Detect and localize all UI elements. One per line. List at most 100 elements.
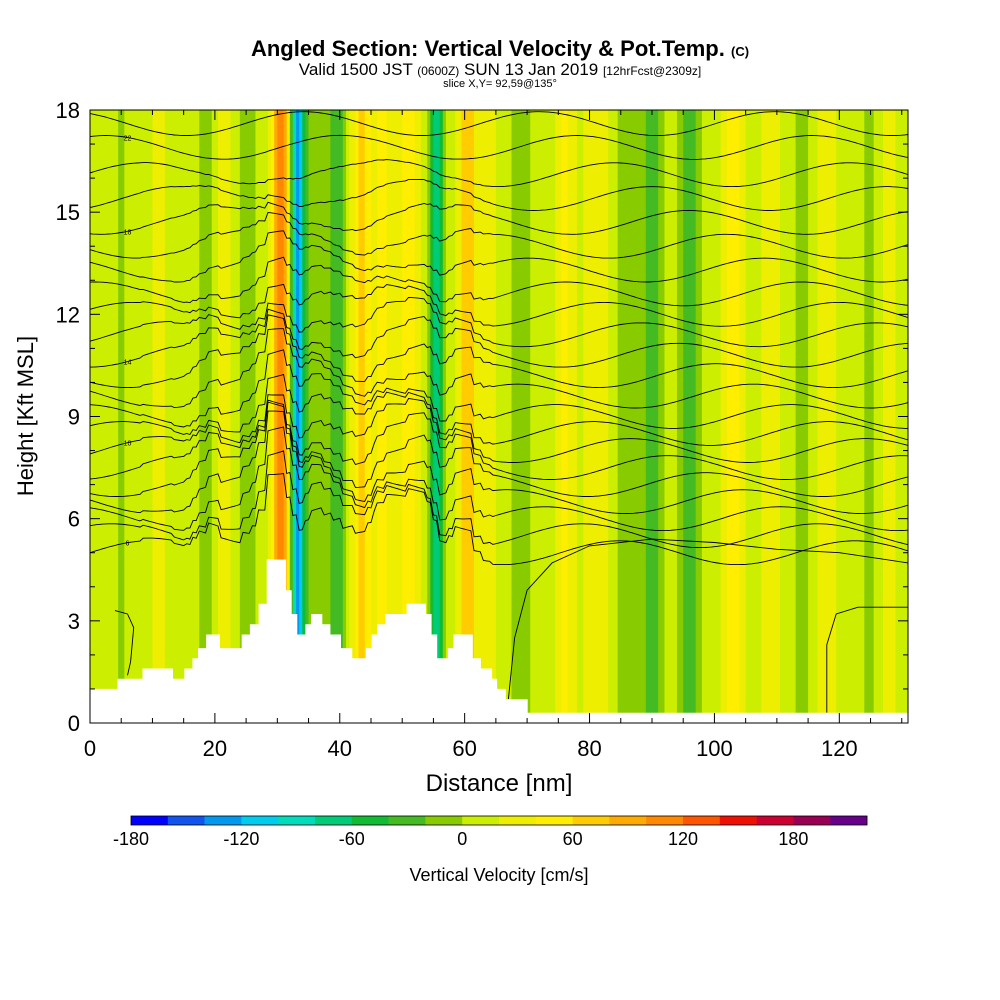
velocity-column xyxy=(636,110,641,723)
velocity-column xyxy=(864,110,869,723)
velocity-field xyxy=(90,110,908,723)
isentrope-line xyxy=(90,256,908,307)
velocity-column xyxy=(648,110,653,723)
isentrope-line xyxy=(90,308,908,368)
x-axis-label: Distance [nm] xyxy=(426,770,573,797)
slice-label: slice X,Y= 92,59@135° xyxy=(443,78,557,90)
velocity-column xyxy=(686,110,691,723)
velocity-column xyxy=(701,110,706,723)
x-tick-label: 80 xyxy=(577,736,601,761)
isentrope-line xyxy=(90,111,908,136)
velocity-column xyxy=(627,110,631,723)
velocity-column xyxy=(592,110,597,723)
velocity-column xyxy=(892,110,897,723)
velocity-column xyxy=(767,110,772,723)
velocity-column xyxy=(748,110,753,723)
velocity-column xyxy=(773,110,778,723)
isentrope-line xyxy=(826,606,908,713)
velocity-column xyxy=(355,110,360,723)
velocity-column xyxy=(552,110,556,723)
velocity-column xyxy=(280,110,285,723)
velocity-column xyxy=(377,110,381,723)
velocity-column xyxy=(114,110,119,723)
velocity-column xyxy=(595,110,600,723)
velocity-column xyxy=(739,110,744,723)
colorbar-tick-label: 120 xyxy=(668,829,698,849)
velocity-column xyxy=(193,110,197,723)
velocity-column xyxy=(177,110,182,723)
velocity-column xyxy=(136,110,141,723)
velocity-column xyxy=(267,110,272,723)
velocity-column xyxy=(801,110,806,723)
velocity-column xyxy=(530,110,534,723)
velocity-column xyxy=(417,110,422,723)
velocity-column xyxy=(770,110,775,723)
velocity-column xyxy=(651,110,656,723)
x-tick-label: 0 xyxy=(84,736,96,761)
velocity-column xyxy=(408,110,413,723)
velocity-column xyxy=(277,110,282,723)
colorbar-swatch xyxy=(315,816,353,825)
velocity-column xyxy=(779,110,784,723)
velocity-column xyxy=(211,110,216,723)
velocity-column xyxy=(139,110,144,723)
velocity-column xyxy=(399,110,403,723)
colorbar-swatch xyxy=(204,816,242,825)
isentrope-line xyxy=(90,178,908,211)
velocity-column xyxy=(720,110,725,723)
velocity-column xyxy=(558,110,563,723)
velocity-column xyxy=(527,110,531,723)
velocity-column xyxy=(352,110,356,723)
velocity-column xyxy=(758,110,762,723)
velocity-column xyxy=(655,110,659,723)
velocity-column xyxy=(439,110,444,723)
velocity-column xyxy=(873,110,878,723)
velocity-column xyxy=(804,110,809,723)
velocity-column xyxy=(299,110,303,723)
x-tick-label: 40 xyxy=(328,736,352,761)
colorbar-swatch xyxy=(241,816,279,825)
velocity-column xyxy=(667,110,672,723)
velocity-column xyxy=(602,110,606,723)
velocity-column xyxy=(548,110,553,723)
velocity-column xyxy=(836,110,840,723)
colorbar-tick-label: 0 xyxy=(457,829,467,849)
velocity-column xyxy=(511,110,516,723)
velocity-column xyxy=(605,110,609,723)
velocity-column xyxy=(692,110,697,723)
velocity-column xyxy=(302,110,307,723)
velocity-column xyxy=(567,110,572,723)
velocity-column xyxy=(470,110,475,723)
velocity-column xyxy=(171,110,175,723)
velocity-column xyxy=(723,110,728,723)
velocity-column xyxy=(474,110,478,723)
colorbar-swatch xyxy=(756,816,794,825)
velocity-column xyxy=(346,110,350,723)
velocity-column xyxy=(196,110,200,723)
velocity-column xyxy=(683,110,687,723)
velocity-column xyxy=(230,110,235,723)
velocity-column xyxy=(118,110,122,723)
velocity-column xyxy=(349,110,353,723)
velocity-column xyxy=(461,110,466,723)
colorbar-tick-label: -120 xyxy=(223,829,259,849)
velocity-column xyxy=(321,110,325,723)
isentrope-line xyxy=(90,230,908,283)
isentrope-line xyxy=(90,212,908,259)
isentrope-line xyxy=(90,399,908,480)
isentrope-line xyxy=(90,297,908,348)
isentrope-line xyxy=(90,394,908,463)
velocity-column xyxy=(851,110,856,723)
colorbar: -180 -120 -60 0 60 120 180 xyxy=(113,815,868,849)
velocity-column xyxy=(202,110,207,723)
velocity-column xyxy=(111,110,116,723)
colorbar-swatch xyxy=(719,816,757,825)
velocity-column xyxy=(152,110,157,723)
y-tick-label: 0 xyxy=(68,711,80,736)
velocity-column xyxy=(564,110,569,723)
velocity-column xyxy=(520,110,525,723)
x-tick-label: 100 xyxy=(696,736,733,761)
velocity-column xyxy=(442,110,447,723)
velocity-column xyxy=(149,110,154,723)
